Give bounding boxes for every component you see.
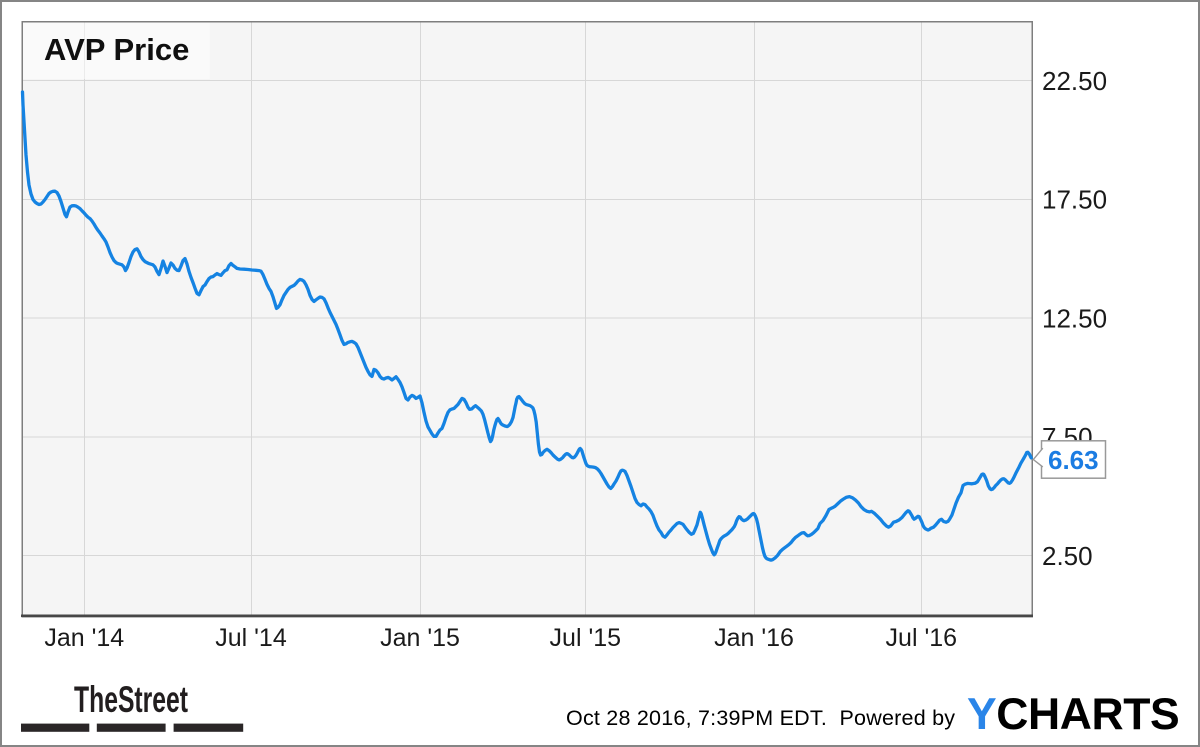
svg-text:Jan '14: Jan '14 [44,624,124,652]
svg-text:AVP Price: AVP Price [44,32,189,67]
svg-text:Jan '15: Jan '15 [380,624,460,652]
svg-text:Jul '16: Jul '16 [886,624,957,652]
svg-text:17.50: 17.50 [1042,185,1107,215]
svg-text:2.50: 2.50 [1042,541,1093,571]
svg-text:Jul '14: Jul '14 [215,624,287,652]
svg-text:12.50: 12.50 [1042,303,1107,333]
svg-text:6.63: 6.63 [1048,445,1099,475]
svg-text:22.50: 22.50 [1042,66,1107,96]
svg-text:YCHARTS: YCHARTS [967,690,1179,739]
svg-text:TheStreet: TheStreet [74,678,188,720]
svg-text:Oct 28 2016, 7:39PM EDT. Powe: Oct 28 2016, 7:39PM EDT. Powered by [566,706,955,730]
svg-text:Jan '16: Jan '16 [714,624,794,652]
svg-text:Jul '15: Jul '15 [550,624,621,652]
